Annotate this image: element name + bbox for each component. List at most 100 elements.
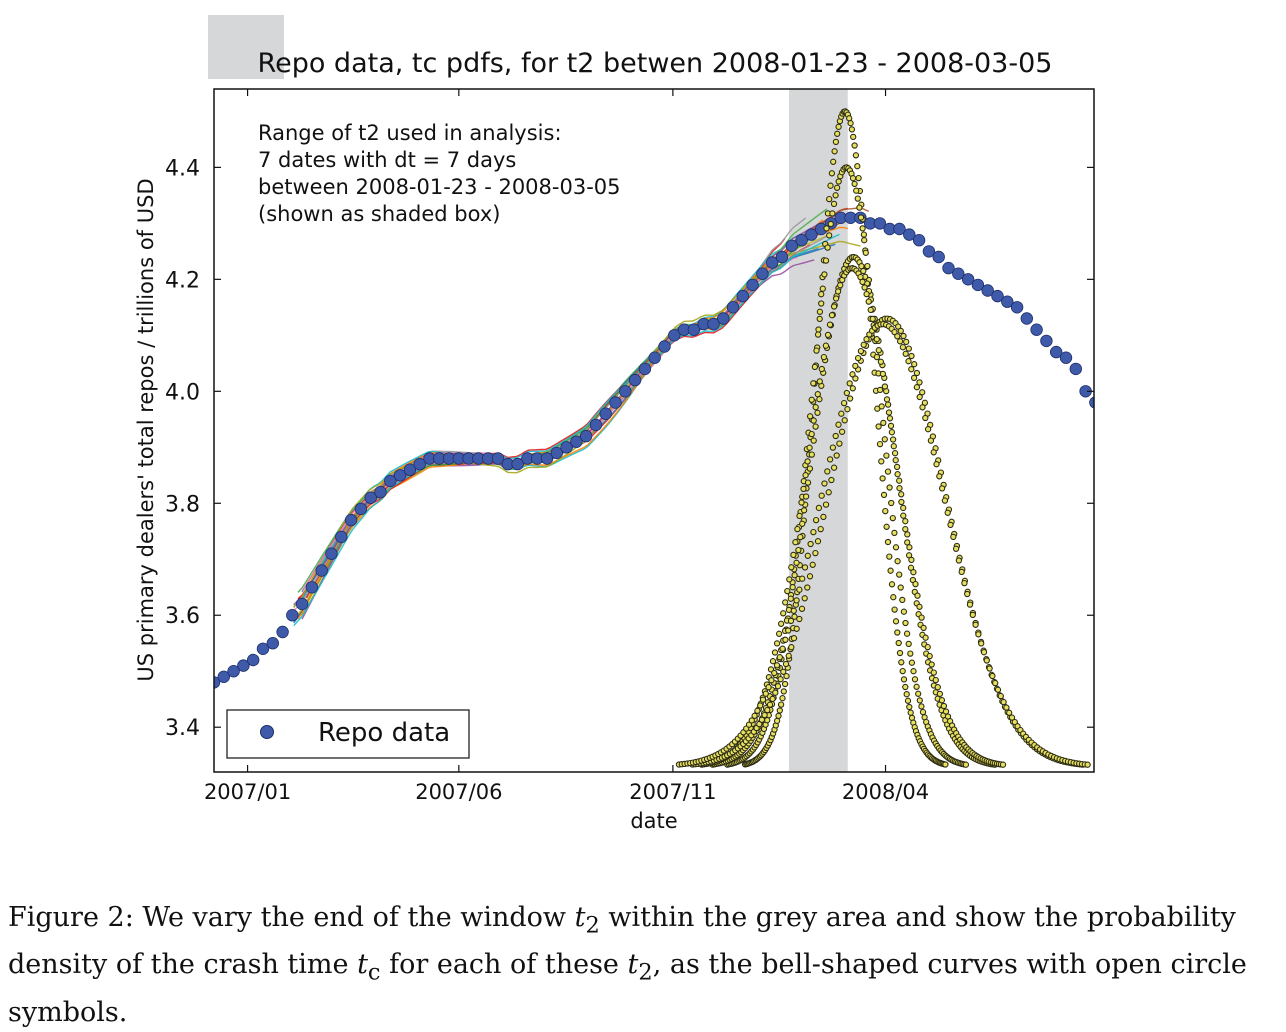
pdf-point xyxy=(919,389,926,396)
pdf-point xyxy=(892,618,900,625)
caption-figure-label: Figure 2: xyxy=(8,902,134,933)
repo-data-point xyxy=(1001,295,1014,308)
pdf-point xyxy=(793,559,800,566)
pdf-point xyxy=(762,690,769,697)
pdf-point xyxy=(900,504,907,512)
repo-data-point xyxy=(619,385,632,398)
pdf-point xyxy=(828,476,835,484)
pdf-point xyxy=(908,556,915,564)
repo-data-point xyxy=(1109,430,1121,442)
pdf-point xyxy=(989,672,996,680)
repo-data-point xyxy=(599,407,612,420)
pdf-point xyxy=(823,225,830,232)
repo-data-point xyxy=(286,609,299,622)
pdf-point xyxy=(904,531,911,538)
pdf-point xyxy=(927,437,935,444)
annotation-line-4: (shown as shaded box) xyxy=(258,202,500,226)
pdf-point xyxy=(950,533,957,541)
repo-data-point xyxy=(942,261,955,275)
repo-data-point xyxy=(952,267,965,280)
repo-data-point xyxy=(658,340,671,353)
pdf-point xyxy=(861,237,868,244)
fit-curve-2 xyxy=(301,242,794,593)
repo-data-point xyxy=(1030,323,1043,336)
caption-text-2: within the grey area and show the probab… xyxy=(8,902,1236,981)
annotation-line-3: between 2008-01-23 - 2008-03-05 xyxy=(258,175,621,199)
pdf-point xyxy=(779,645,786,652)
repo-data-point xyxy=(354,502,368,516)
pdf-point xyxy=(814,391,821,398)
repo-data-point xyxy=(579,429,593,443)
caption-t2-sub: 2 xyxy=(585,912,600,939)
pdf-point xyxy=(888,429,896,436)
pdf-point xyxy=(902,683,909,691)
pdf-point xyxy=(830,303,838,310)
pdf-point xyxy=(986,665,993,672)
pdf-point xyxy=(802,493,810,500)
repo-data-point xyxy=(266,637,280,650)
pdf-curve-4 xyxy=(698,265,1007,768)
pdf-curve-6 xyxy=(675,320,1091,768)
pdf-point xyxy=(1006,709,1013,716)
pdf-point xyxy=(894,471,901,478)
pdf-point xyxy=(930,669,937,676)
repo-data-point xyxy=(335,530,348,544)
pdf-point xyxy=(896,477,903,484)
pdf-point xyxy=(822,342,830,349)
repo-data-point xyxy=(550,446,564,460)
pdf-point xyxy=(792,539,799,546)
pdf-point xyxy=(879,475,886,482)
pdf-point xyxy=(940,702,948,710)
pdf-point xyxy=(875,423,882,430)
pdf-point xyxy=(903,338,910,346)
pdf-curve-3 xyxy=(709,253,999,768)
repo-data-point xyxy=(932,250,945,264)
pdf-point xyxy=(761,711,768,719)
pdf-point xyxy=(773,717,781,725)
pdf-point xyxy=(972,621,979,628)
pdf-point xyxy=(903,691,910,698)
pdf-point xyxy=(942,708,950,715)
pdf-point xyxy=(787,595,794,602)
x-tick-label: 2008/04 xyxy=(842,780,929,804)
repo-data-point xyxy=(315,564,328,577)
pdf-point xyxy=(824,468,831,475)
pdf-point xyxy=(809,561,816,568)
pdf-point xyxy=(848,126,856,133)
pdf-point xyxy=(774,683,782,690)
pdf-point xyxy=(815,504,823,512)
repo-data-point xyxy=(305,581,319,594)
caption-t2-second-sub: 2 xyxy=(638,959,653,986)
pdf-point xyxy=(854,195,861,202)
fit-curve-9 xyxy=(305,217,807,591)
pdf-point xyxy=(771,649,779,656)
pdf-point xyxy=(804,552,811,559)
pdf-point xyxy=(905,640,912,648)
repo-data-point xyxy=(1040,334,1053,348)
title-shade-block xyxy=(208,15,284,79)
pdf-point xyxy=(1084,761,1091,768)
pdf-point xyxy=(808,430,815,438)
pdf-point xyxy=(846,395,854,402)
pdf-point xyxy=(862,249,869,256)
pdf-point xyxy=(768,677,775,684)
pdf-point xyxy=(894,629,901,636)
pdf-point xyxy=(796,512,803,520)
repo-data-point xyxy=(766,256,779,269)
repo-data-point xyxy=(364,491,377,504)
pdf-point xyxy=(785,606,793,614)
pdf-point xyxy=(884,468,892,475)
pdf-point xyxy=(983,657,990,664)
axes-ticks: 3.4 3.6 3.8 4.0 4.2 4.4 2007/01 2007/06 2007/11 2… xyxy=(165,89,1094,804)
repo-data-point xyxy=(491,452,505,465)
pdf-point xyxy=(899,667,906,675)
pdf-point xyxy=(810,437,817,444)
pdf-point xyxy=(812,404,819,411)
pdf-point xyxy=(800,485,807,493)
repo-data-point xyxy=(922,245,936,258)
pdf-point xyxy=(776,707,783,714)
pdf-point xyxy=(908,659,916,666)
repo-data-point xyxy=(775,250,789,264)
legend-label: Repo data xyxy=(318,718,450,748)
pdf-point xyxy=(900,332,907,340)
